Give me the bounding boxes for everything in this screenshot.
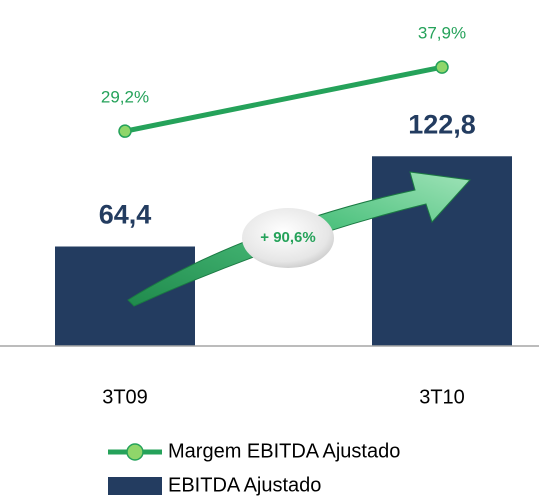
line-value-label: 37,9% bbox=[418, 24, 466, 43]
line-value-label: 29,2% bbox=[101, 88, 149, 107]
bar-value-label: 122,8 bbox=[408, 109, 476, 139]
line-marker bbox=[436, 61, 448, 73]
x-tick-label: 3T10 bbox=[419, 386, 465, 408]
legend-marker bbox=[127, 444, 143, 460]
x-tick-label: 3T09 bbox=[102, 386, 148, 408]
legend-swatch bbox=[108, 477, 162, 495]
bar-value-label: 64,4 bbox=[99, 200, 152, 230]
line-marker bbox=[119, 125, 131, 137]
chart: 29,2% 37,9% 64,4 122,8 + 90,6% Margem EBITD… bbox=[0, 0, 539, 503]
line bbox=[125, 67, 442, 131]
bar bbox=[55, 247, 195, 346]
legend: Margem EBITDA Ajustado EBITDA Ajustado bbox=[108, 440, 400, 496]
legend-label: Margem EBITDA Ajustado bbox=[168, 440, 400, 462]
legend-label: EBITDA Ajustado bbox=[168, 474, 321, 496]
annotation: + 90,6% bbox=[260, 229, 315, 246]
